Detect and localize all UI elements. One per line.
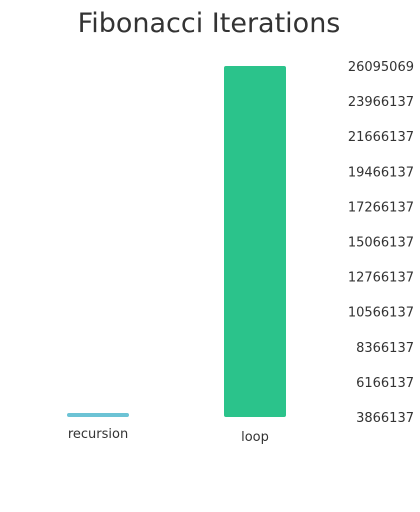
y-tick-label: 17266137 [348, 200, 414, 215]
y-tick-label: 21666137 [348, 130, 414, 145]
x-category-label-recursion: recursion [68, 427, 128, 442]
y-tick-label: 6166137 [356, 376, 414, 391]
y-axis-tick-labels: 3866137 6166137 8366137 10566137 12766137 150… [348, 60, 414, 426]
category-labels: recursion loop [68, 427, 269, 445]
y-tick-label: 8366137 [356, 341, 414, 356]
bar-loop [224, 66, 286, 417]
y-tick-label: 26095069 [348, 60, 414, 75]
bars [67, 66, 286, 417]
y-tick-label: 12766137 [348, 271, 414, 286]
y-tick-label: 19466137 [348, 165, 414, 180]
x-category-label-loop: loop [241, 430, 269, 445]
y-tick-label: 23966137 [348, 95, 414, 110]
bar-recursion [67, 413, 129, 417]
y-tick-label: 10566137 [348, 306, 414, 321]
chart-title: Fibonacci Iterations [78, 8, 341, 39]
y-tick-label: 15066137 [348, 236, 414, 251]
y-tick-label: 3866137 [356, 411, 414, 426]
